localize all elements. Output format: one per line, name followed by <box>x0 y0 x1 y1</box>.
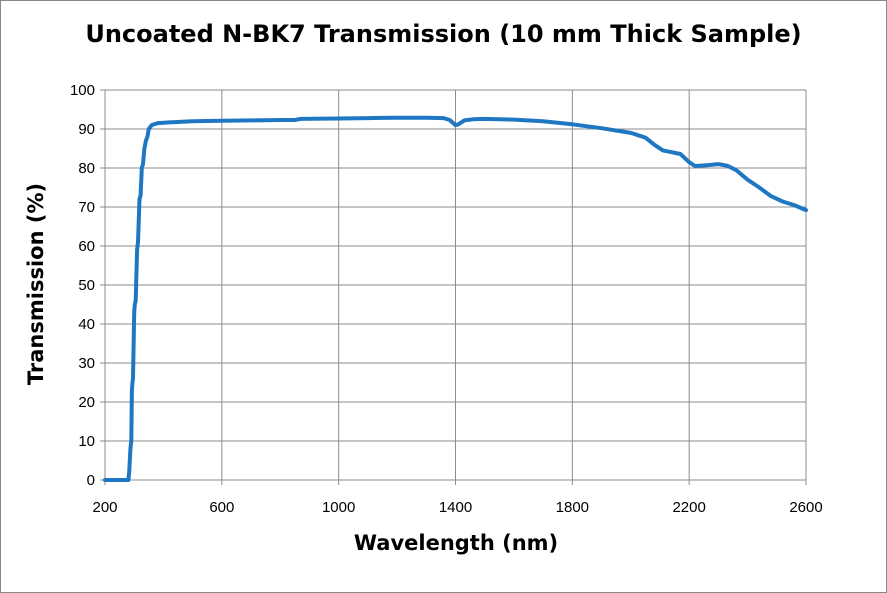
chart-title: Uncoated N-BK7 Transmission (10 mm Thick… <box>85 20 802 48</box>
x-tick-label-1800: 1800 <box>556 499 589 516</box>
y-tick-label-70: 70 <box>78 199 95 216</box>
series-line-0 <box>103 115 808 482</box>
x-axis-title: Wavelength (nm) <box>353 531 559 555</box>
y-tick-label-0: 0 <box>87 472 95 489</box>
y-axis-title: Transmission (%) <box>24 182 48 386</box>
y-tick-label-60: 60 <box>78 238 95 255</box>
y-tick-label-100: 100 <box>70 82 95 99</box>
y-tick-label-90: 90 <box>78 121 95 138</box>
x-tick-label-1400: 1400 <box>439 499 472 516</box>
y-tick-label-50: 50 <box>78 277 95 294</box>
tick-labels: 0 10 20 30 40 50 60 70 80 90 100 200 600 1000 1400 1800… <box>70 82 823 516</box>
x-tick-label-200: 200 <box>92 499 117 516</box>
y-tick-label-10: 10 <box>78 433 95 450</box>
y-tick-label-80: 80 <box>78 160 95 177</box>
y-tick-label-40: 40 <box>78 316 95 333</box>
x-tick-label-600: 600 <box>209 499 234 516</box>
grid-lines <box>104 89 807 481</box>
x-tick-label-1000: 1000 <box>322 499 355 516</box>
y-tick-label-30: 30 <box>78 355 95 372</box>
axes <box>100 89 807 485</box>
series-layer <box>103 115 808 482</box>
x-tick-label-2600: 2600 <box>789 499 822 516</box>
x-tick-label-2200: 2200 <box>672 499 705 516</box>
y-tick-label-20: 20 <box>78 394 95 411</box>
